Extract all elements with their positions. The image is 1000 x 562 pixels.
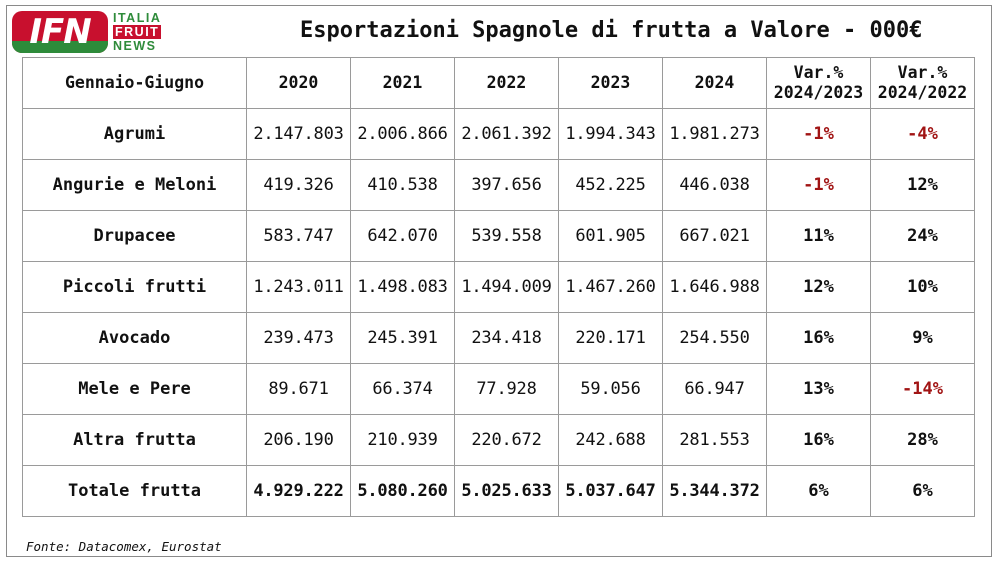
- variation-cell: 12%: [870, 159, 975, 211]
- value-cell: 220.171: [558, 312, 663, 364]
- value-cell: 410.538: [350, 159, 455, 211]
- value-cell: 66.947: [662, 363, 767, 415]
- value-cell: 2.061.392: [454, 108, 559, 160]
- value-cell: 281.553: [662, 414, 767, 466]
- value-cell: 245.391: [350, 312, 455, 364]
- year-header: 2021: [350, 57, 455, 109]
- table-row: Avocado 239.473 245.391 234.418 220.171 254.5…: [22, 312, 975, 364]
- var-header-line1: Var.%: [897, 63, 948, 82]
- value-cell: 210.939: [350, 414, 455, 466]
- value-cell: 66.374: [350, 363, 455, 415]
- logo-green-band: [12, 41, 108, 53]
- year-header: 2024: [662, 57, 767, 109]
- variation-cell: -1%: [766, 108, 871, 160]
- variation-cell: 10%: [870, 261, 975, 313]
- value-cell: 642.070: [350, 210, 455, 262]
- value-cell: 446.038: [662, 159, 767, 211]
- period-header: Gennaio-Giugno: [22, 57, 247, 109]
- value-cell: 242.688: [558, 414, 663, 466]
- value-cell: 419.326: [246, 159, 351, 211]
- var-header: Var.% 2024/2022: [870, 57, 975, 109]
- row-label: Totale frutta: [22, 465, 247, 517]
- logo-word-fruit: FRUIT: [113, 25, 162, 39]
- table-row: Angurie e Meloni 419.326 410.538 397.656 452…: [22, 159, 975, 211]
- row-label: Avocado: [22, 312, 247, 364]
- year-header: 2022: [454, 57, 559, 109]
- ifn-logo-mark: IFN: [12, 11, 108, 53]
- value-cell: 601.905: [558, 210, 663, 262]
- header-row: Gennaio-Giugno 2020 2021 2022 2023 2024 …: [22, 57, 975, 109]
- logo-word-news: NEWS: [113, 39, 157, 53]
- table-body: Agrumi 2.147.803 2.006.866 2.061.392 1.994.3…: [22, 108, 975, 517]
- logo-word-italia: ITALIA: [113, 11, 162, 25]
- value-cell: 4.929.222: [246, 465, 351, 517]
- value-cell: 1.981.273: [662, 108, 767, 160]
- row-label: Angurie e Meloni: [22, 159, 247, 211]
- table-row: Totale frutta 4.929.222 5.080.260 5.025.633…: [22, 465, 975, 517]
- value-cell: 2.147.803: [246, 108, 351, 160]
- row-label: Mele e Pere: [22, 363, 247, 415]
- value-cell: 89.671: [246, 363, 351, 415]
- value-cell: 452.225: [558, 159, 663, 211]
- variation-cell: 12%: [766, 261, 871, 313]
- table-row: Altra frutta 206.190 210.939 220.672 242.688…: [22, 414, 975, 466]
- ifn-logo: IFN ITALIA FRUIT NEWS: [12, 11, 180, 55]
- value-cell: 234.418: [454, 312, 559, 364]
- variation-cell: 24%: [870, 210, 975, 262]
- variation-cell: 6%: [870, 465, 975, 517]
- value-cell: 397.656: [454, 159, 559, 211]
- source-note: Fonte: Datacomex, Eurostat: [26, 539, 222, 554]
- value-cell: 239.473: [246, 312, 351, 364]
- value-cell: 2.006.866: [350, 108, 455, 160]
- value-cell: 1.498.083: [350, 261, 455, 313]
- table-row: Piccoli frutti 1.243.011 1.498.083 1.494.00…: [22, 261, 975, 313]
- var-header-line1: Var.%: [793, 63, 844, 82]
- variation-cell: 9%: [870, 312, 975, 364]
- variation-cell: -4%: [870, 108, 975, 160]
- variation-cell: 6%: [766, 465, 871, 517]
- value-cell: 59.056: [558, 363, 663, 415]
- variation-cell: -1%: [766, 159, 871, 211]
- value-cell: 1.467.260: [558, 261, 663, 313]
- value-cell: 206.190: [246, 414, 351, 466]
- year-header: 2023: [558, 57, 663, 109]
- chart-title: Esportazioni Spagnole di frutta a Valore…: [300, 18, 923, 43]
- value-cell: 5.037.647: [558, 465, 663, 517]
- value-cell: 5.344.372: [662, 465, 767, 517]
- row-label: Drupacee: [22, 210, 247, 262]
- variation-cell: 13%: [766, 363, 871, 415]
- value-cell: 1.243.011: [246, 261, 351, 313]
- value-cell: 254.550: [662, 312, 767, 364]
- value-cell: 1.646.988: [662, 261, 767, 313]
- variation-cell: -14%: [870, 363, 975, 415]
- value-cell: 77.928: [454, 363, 559, 415]
- year-header: 2020: [246, 57, 351, 109]
- value-cell: 1.494.009: [454, 261, 559, 313]
- table-row: Drupacee 583.747 642.070 539.558 601.905 667.…: [22, 210, 975, 262]
- row-label: Piccoli frutti: [22, 261, 247, 313]
- value-cell: 220.672: [454, 414, 559, 466]
- value-cell: 1.994.343: [558, 108, 663, 160]
- value-cell: 5.080.260: [350, 465, 455, 517]
- var-header-line2: 2024/2022: [877, 83, 968, 102]
- var-header-line2: 2024/2023: [773, 83, 864, 102]
- variation-cell: 16%: [766, 312, 871, 364]
- var-header: Var.% 2024/2023: [766, 57, 871, 109]
- value-cell: 583.747: [246, 210, 351, 262]
- table-row: Agrumi 2.147.803 2.006.866 2.061.392 1.994.3…: [22, 108, 975, 160]
- value-cell: 5.025.633: [454, 465, 559, 517]
- logo-words: ITALIA FRUIT NEWS: [113, 11, 183, 53]
- value-cell: 667.021: [662, 210, 767, 262]
- value-cell: 539.558: [454, 210, 559, 262]
- table-row: Mele e Pere 89.671 66.374 77.928 59.056 66.94…: [22, 363, 975, 415]
- row-label: Agrumi: [22, 108, 247, 160]
- variation-cell: 16%: [766, 414, 871, 466]
- chart-frame: [6, 5, 992, 557]
- logo-letters: IFN: [29, 12, 91, 52]
- variation-cell: 11%: [766, 210, 871, 262]
- variation-cell: 28%: [870, 414, 975, 466]
- row-label: Altra frutta: [22, 414, 247, 466]
- export-table: Gennaio-Giugno 2020 2021 2022 2023 2024 …: [22, 57, 975, 517]
